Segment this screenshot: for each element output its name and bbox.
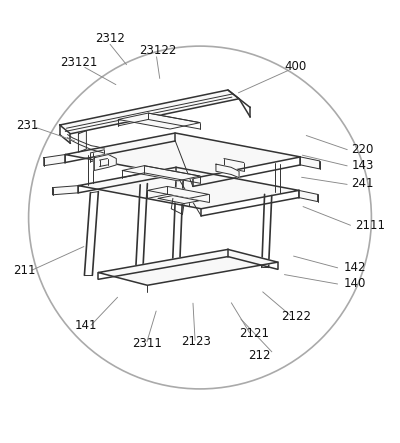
Text: 241: 241	[352, 177, 374, 190]
Text: 2312: 2312	[95, 31, 125, 45]
Polygon shape	[122, 166, 200, 181]
Polygon shape	[300, 157, 320, 169]
Polygon shape	[98, 249, 278, 285]
Text: 2123: 2123	[181, 335, 211, 348]
Polygon shape	[78, 131, 86, 152]
Polygon shape	[216, 164, 239, 178]
Text: 142: 142	[344, 261, 366, 274]
Text: 141: 141	[75, 319, 98, 332]
Polygon shape	[158, 196, 199, 204]
Polygon shape	[299, 190, 318, 202]
Text: 231: 231	[17, 119, 39, 132]
Polygon shape	[118, 113, 200, 129]
Text: 23121: 23121	[60, 55, 97, 69]
Text: 143: 143	[352, 159, 374, 172]
Text: 220: 220	[352, 143, 374, 156]
Text: 2311: 2311	[132, 337, 162, 350]
Polygon shape	[94, 155, 116, 171]
Polygon shape	[147, 187, 209, 198]
Text: 23122: 23122	[140, 43, 177, 57]
Polygon shape	[78, 167, 299, 209]
Text: 211: 211	[13, 264, 36, 276]
Polygon shape	[65, 133, 300, 179]
Text: 400: 400	[284, 59, 307, 73]
Polygon shape	[52, 186, 78, 195]
Text: 2122: 2122	[281, 310, 311, 323]
Text: 2121: 2121	[239, 327, 269, 340]
Text: 140: 140	[344, 277, 366, 290]
Text: 212: 212	[248, 349, 271, 361]
Text: 2111: 2111	[356, 219, 386, 232]
Polygon shape	[44, 155, 65, 166]
Polygon shape	[60, 90, 239, 134]
